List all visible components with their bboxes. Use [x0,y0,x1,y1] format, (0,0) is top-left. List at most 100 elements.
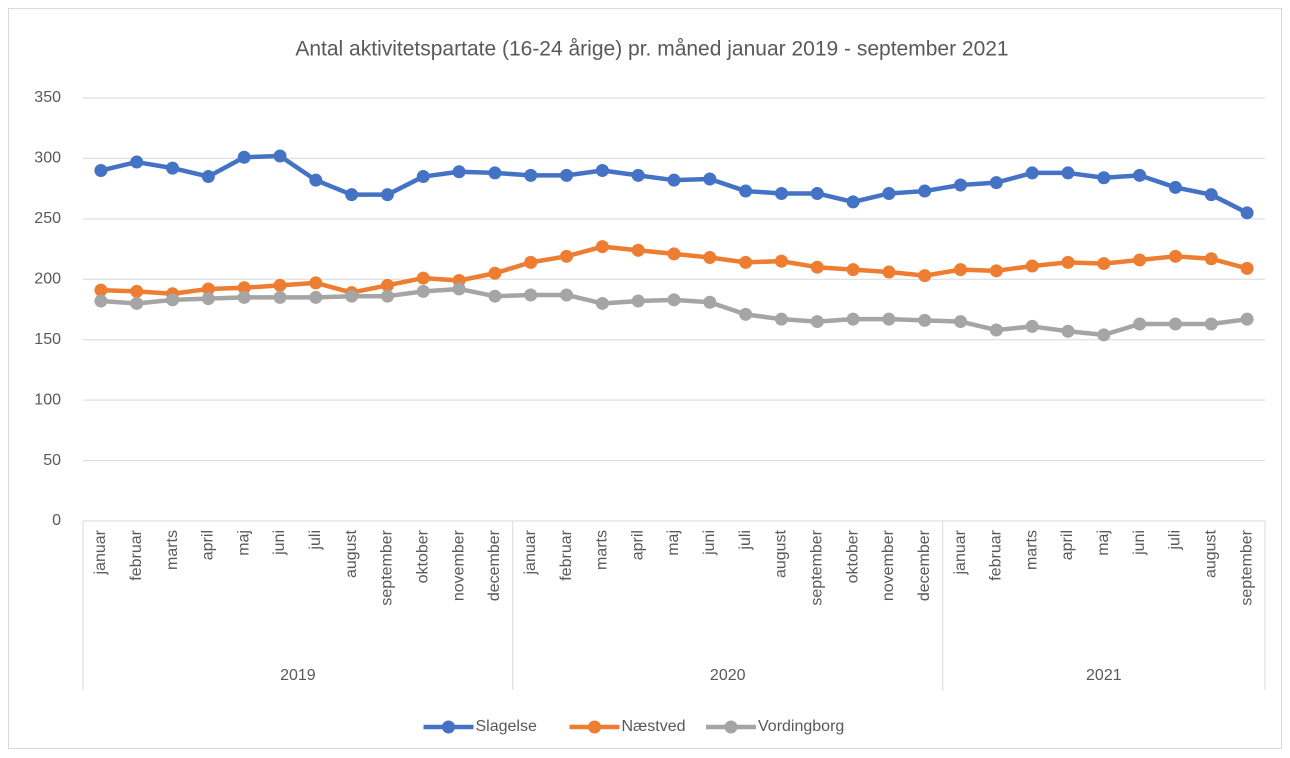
data-point [166,161,180,175]
y-tick-label: 250 [34,210,61,227]
data-point [130,284,144,298]
data-point [201,292,215,306]
x-tick-label: september [1238,529,1255,605]
legend-marker [442,720,455,734]
data-point [918,269,932,283]
x-tick-label: oktober [844,529,861,583]
data-point [1204,252,1218,266]
data-point [380,289,394,303]
data-point [452,282,466,296]
data-point [595,240,609,254]
data-point [237,150,251,164]
x-tick-label: marts [164,530,181,570]
y-tick-label: 350 [34,89,61,106]
data-point [810,315,824,329]
data-point [1168,249,1182,263]
data-point [667,293,681,307]
data-point [524,288,538,302]
data-point [774,186,788,200]
data-point [309,173,323,187]
data-point [774,254,788,268]
data-point [560,168,574,182]
data-point [703,172,717,186]
data-point [309,290,323,304]
data-point [166,293,180,307]
x-tick-label: august [343,529,360,578]
data-point [703,295,717,309]
data-point [667,247,681,261]
data-point [345,188,359,202]
data-point [954,178,968,192]
x-tick-label: maj [1095,530,1112,556]
data-point [452,165,466,179]
legend-label: Næstved [622,718,686,735]
data-point [631,294,645,308]
y-tick-label: 150 [34,331,61,348]
data-point [488,166,502,180]
data-point [1133,168,1147,182]
data-point [1025,319,1039,333]
x-tick-label: juli [1167,530,1184,551]
data-point [1025,259,1039,273]
data-point [1097,257,1111,271]
x-tick-label: juli [307,530,324,551]
x-tick-label: juni [701,530,718,556]
y-tick-label: 50 [43,452,61,469]
data-point [1061,166,1075,180]
data-point [416,170,430,184]
data-point [237,281,251,295]
x-tick-label: august [773,529,790,578]
x-tick-label: juni [271,530,288,556]
x-tick-label: maj [235,530,252,556]
data-point [846,195,860,209]
data-point [595,296,609,310]
x-tick-label: april [629,530,646,560]
data-point [703,251,717,265]
data-point [774,312,788,326]
data-point [954,263,968,277]
data-point [989,264,1003,278]
data-point [631,243,645,257]
legend-marker [724,720,738,734]
legend-label: Vordingborg [758,718,844,735]
data-point [94,283,108,297]
data-point [1061,255,1075,269]
data-point [1025,166,1039,180]
data-point [739,184,753,198]
data-point [380,188,394,202]
data-point [1168,317,1182,331]
data-point [954,315,968,329]
data-point [94,164,108,178]
data-point [846,263,860,277]
data-point [380,278,394,292]
data-point [810,260,824,274]
data-point [416,271,430,285]
x-tick-label: april [1059,530,1076,560]
y-tick-label: 100 [34,391,61,408]
x-tick-label: januar [522,529,539,575]
data-point [882,312,896,326]
data-point [273,149,287,163]
data-point [201,282,215,296]
x-tick-label: maj [665,530,682,556]
data-point [309,276,323,290]
x-tick-label: september [379,529,396,605]
y-tick-label: 200 [34,271,61,288]
data-point [882,265,896,279]
y-tick-label: 0 [52,512,61,529]
data-point [345,289,359,303]
chart-frame [8,8,1282,749]
x-tick-label: november [880,529,897,601]
data-point [524,255,538,269]
data-point [1133,253,1147,267]
data-point [560,249,574,263]
data-point [846,312,860,326]
x-tick-label: oktober [414,529,431,583]
x-group-label: 2019 [280,667,316,684]
x-tick-label: april [200,530,217,560]
x-tick-label: december [916,529,933,601]
data-point [416,284,430,298]
data-point [989,176,1003,190]
